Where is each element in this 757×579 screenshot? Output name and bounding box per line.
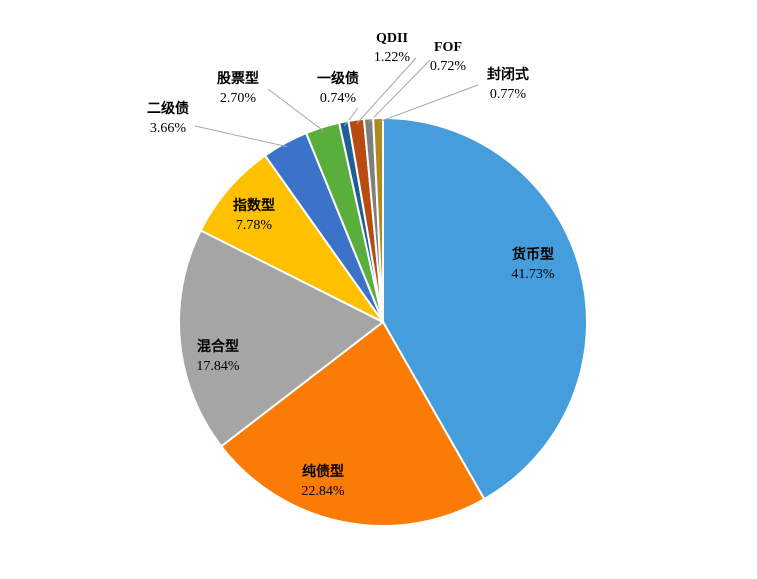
- slice-value-label: 3.66%: [150, 121, 187, 136]
- leader-line: [344, 107, 359, 127]
- slice-label: QDII: [376, 31, 408, 46]
- slice-label: 一级债: [317, 70, 359, 87]
- slice-value-label: 1.22%: [374, 50, 411, 65]
- slice-label: FOF: [434, 40, 462, 55]
- slice-value-label: 7.78%: [236, 218, 273, 233]
- slice-label: 指数型: [233, 197, 275, 214]
- slice-label: 货币型: [511, 246, 554, 263]
- slice-value-label: 0.72%: [430, 59, 467, 74]
- leader-line: [267, 88, 324, 132]
- pie-slice: [178, 229, 385, 448]
- pie-slice: [372, 116, 384, 323]
- pie-slice: [382, 116, 588, 501]
- pie-slice: [199, 154, 384, 323]
- slice-value-label: 0.77%: [490, 87, 527, 102]
- slice-value-label: 22.84%: [301, 484, 345, 499]
- slice-label: 封闭式: [487, 66, 529, 83]
- slice-label: 股票型: [217, 70, 259, 87]
- slice-label: 混合型: [197, 338, 239, 355]
- slice-value-label: 0.74%: [320, 91, 357, 106]
- leader-line: [194, 125, 287, 148]
- slice-label: 二级债: [147, 100, 189, 117]
- slice-label: 纯债型: [302, 463, 344, 480]
- slice-value-label: 17.84%: [196, 359, 240, 374]
- pie-slice: [219, 320, 486, 527]
- slice-value-label: 2.70%: [220, 91, 257, 106]
- slice-value-label: 41.73%: [511, 267, 555, 282]
- leader-line: [368, 59, 431, 123]
- leader-line: [356, 57, 417, 125]
- leader-line: [377, 84, 479, 123]
